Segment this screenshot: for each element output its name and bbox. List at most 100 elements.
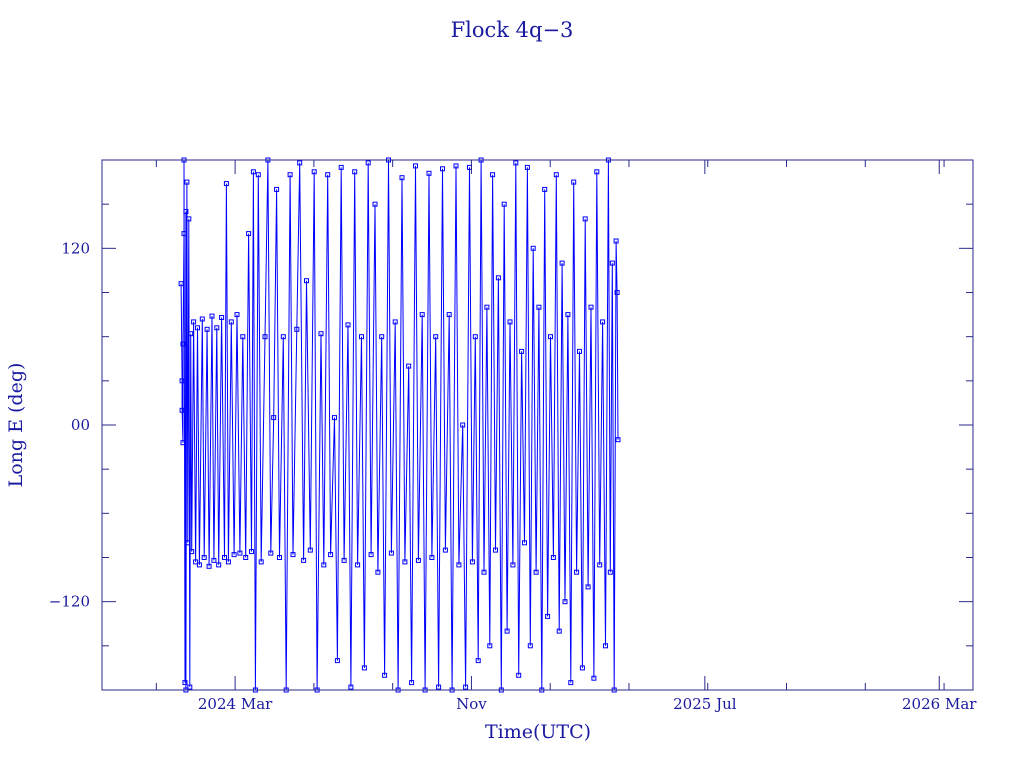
- data-point-marker: [228, 319, 234, 325]
- data-point-marker: [231, 552, 237, 558]
- data-point-marker: [334, 658, 340, 664]
- data-point-marker: [332, 415, 337, 421]
- data-point-marker: [409, 680, 415, 686]
- data-point-marker: [184, 179, 190, 185]
- data-point-marker: [536, 304, 542, 310]
- data-point-marker: [453, 163, 459, 169]
- series-layer: [178, 157, 621, 693]
- data-point-marker: [201, 555, 207, 560]
- data-point-marker: [556, 628, 562, 634]
- data-point-marker: [188, 331, 194, 337]
- y-tick-label: −120: [49, 593, 90, 611]
- data-point-marker: [501, 201, 507, 207]
- data-point-marker: [341, 557, 347, 563]
- data-point-marker: [615, 437, 621, 443]
- data-point-marker: [559, 260, 565, 266]
- data-point-marker: [301, 557, 307, 563]
- data-point-marker: [614, 290, 620, 295]
- data-point-marker: [196, 562, 202, 568]
- x-tick-labels: 2024 Mar Nov 2025 Jul 2026 Mar: [198, 695, 977, 713]
- data-point-marker: [460, 422, 466, 428]
- data-point-marker: [568, 680, 574, 686]
- data-point-marker: [179, 378, 185, 384]
- data-point-marker: [481, 569, 487, 575]
- data-point-marker: [594, 169, 600, 175]
- data-point-marker: [359, 334, 364, 340]
- data-point-marker: [475, 658, 481, 664]
- data-point-marker: [510, 562, 516, 568]
- data-point-marker: [361, 665, 367, 671]
- data-point-marker: [415, 557, 421, 563]
- data-point-marker: [249, 549, 254, 555]
- data-point-marker: [574, 569, 580, 575]
- x-tick-label: 2025 Jul: [673, 695, 737, 713]
- data-point-marker: [352, 169, 358, 175]
- ticks-layer: [102, 160, 973, 690]
- plot-area: [101, 157, 974, 693]
- data-point-marker: [504, 628, 510, 634]
- data-point-marker: [204, 326, 210, 332]
- chart-title: Flock 4q−3: [451, 18, 574, 42]
- data-point-marker: [186, 216, 192, 222]
- data-point-marker: [182, 680, 188, 686]
- data-point-marker: [613, 238, 619, 244]
- data-point-marker: [469, 559, 475, 565]
- data-point-marker: [607, 569, 613, 575]
- data-point-marker: [250, 169, 256, 175]
- data-point-marker: [214, 325, 220, 331]
- data-point-marker: [185, 540, 191, 546]
- data-point-marker: [274, 186, 280, 192]
- data-point-marker: [495, 275, 501, 281]
- y-tick-label: 00: [71, 416, 90, 434]
- data-point-marker: [246, 231, 252, 237]
- data-point-marker: [399, 175, 405, 181]
- data-point-marker: [372, 201, 378, 207]
- y-tick-label: 120: [61, 239, 90, 257]
- data-point-marker: [507, 319, 513, 325]
- data-point-marker: [216, 562, 222, 568]
- data-point-marker: [440, 166, 445, 172]
- data-point-marker: [234, 312, 240, 318]
- data-point-marker: [490, 172, 496, 178]
- data-point-marker: [321, 562, 327, 568]
- data-point-marker: [524, 164, 530, 170]
- data-point-marker: [565, 312, 571, 318]
- data-point-marker: [562, 599, 568, 605]
- data-point-marker: [365, 160, 371, 166]
- data-point-marker: [433, 334, 439, 340]
- data-point-marker: [237, 550, 243, 556]
- data-point-marker: [243, 555, 249, 560]
- data-point-marker: [191, 319, 197, 325]
- data-point-marker: [472, 334, 478, 340]
- data-point-marker: [240, 334, 246, 340]
- x-tick-label: 2024 Mar: [198, 695, 273, 713]
- x-tick-label: 2026 Mar: [902, 695, 977, 713]
- data-point-marker: [328, 552, 334, 558]
- data-point-marker: [179, 407, 185, 413]
- data-point-marker: [493, 547, 498, 553]
- data-point-marker: [545, 613, 551, 619]
- series-line-0: [180, 159, 619, 691]
- data-point-marker: [277, 555, 282, 560]
- data-point-marker: [392, 319, 398, 325]
- data-point-marker: [180, 341, 186, 347]
- data-point-marker: [195, 325, 200, 331]
- data-point-marker: [325, 172, 331, 178]
- data-point-marker: [603, 643, 608, 649]
- data-point-marker: [579, 665, 585, 671]
- data-point-marker: [268, 550, 274, 556]
- data-point-marker: [348, 684, 354, 690]
- data-point-marker: [304, 278, 309, 284]
- data-point-marker: [527, 643, 533, 649]
- data-point-marker: [487, 643, 493, 649]
- data-point-marker: [211, 557, 217, 563]
- data-point-marker: [258, 559, 264, 565]
- data-point-marker: [484, 304, 490, 310]
- data-point-marker: [223, 181, 229, 187]
- data-point-marker: [368, 552, 374, 558]
- data-point-marker: [222, 555, 227, 560]
- data-point-marker: [419, 312, 425, 318]
- data-point-marker: [442, 547, 448, 553]
- data-point-marker: [297, 160, 303, 166]
